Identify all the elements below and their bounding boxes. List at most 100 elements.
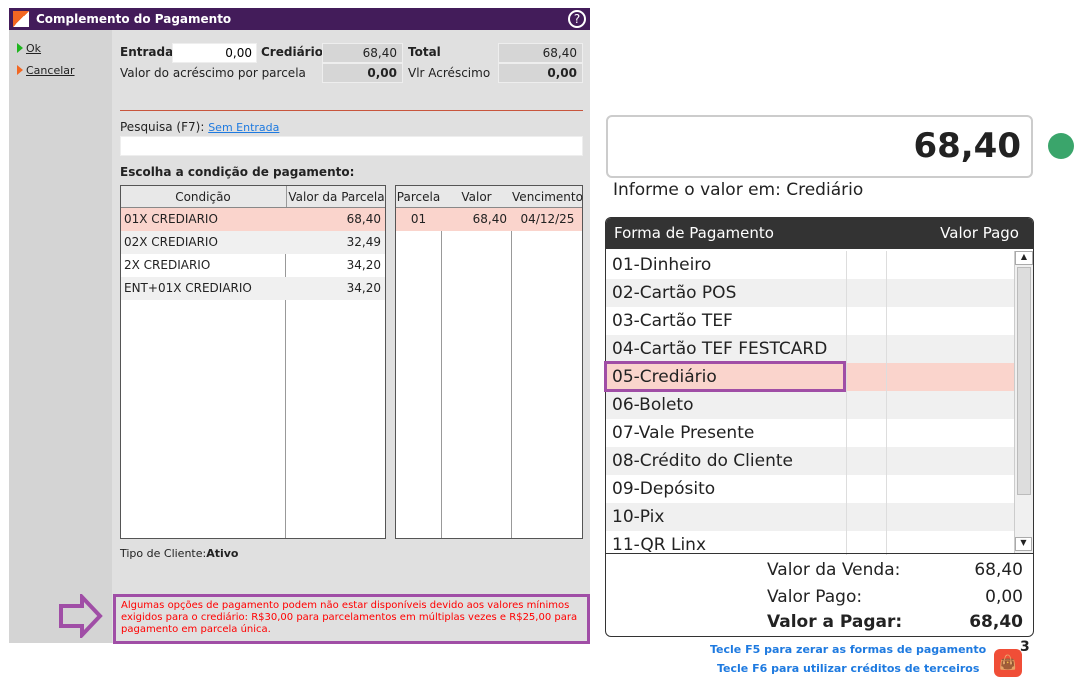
- header-parcela[interactable]: Parcela: [396, 190, 441, 204]
- client-type: Tipo de Cliente:Ativo: [120, 547, 239, 560]
- payment-method-row[interactable]: 08-Crédito do Cliente: [606, 447, 1014, 475]
- ok-label: Ok: [26, 42, 42, 55]
- cell-valor-parcela: 34,20: [346, 281, 381, 295]
- crediario-value: 68,40: [322, 43, 403, 63]
- payment-method-row[interactable]: 02-Cartão POS: [606, 279, 1014, 307]
- entrada-input[interactable]: [172, 43, 257, 63]
- payment-method-row[interactable]: 06-Boleto: [606, 391, 1014, 419]
- amount-input[interactable]: 68,40: [606, 115, 1033, 178]
- pagar-label: Valor a Pagar:: [767, 612, 903, 632]
- cell-valor: 68,40: [472, 212, 507, 226]
- header-condicao[interactable]: Condição: [175, 190, 231, 204]
- method-label: 01-Dinheiro: [612, 255, 712, 275]
- cell-condicao: 2X CREDIARIO: [124, 258, 211, 272]
- cell-valor-parcela: 34,20: [346, 258, 381, 272]
- warning-message: Algumas opções de pagamento podem não es…: [113, 594, 590, 644]
- payment-method-row[interactable]: 05-Crediário: [606, 363, 1014, 391]
- selected-method-highlight: [604, 361, 846, 392]
- play-icon: [17, 65, 23, 75]
- method-label: 03-Cartão TEF: [612, 311, 733, 331]
- scrollbar[interactable]: ▲ ▼: [1014, 251, 1033, 553]
- hint-f5: Tecle F5 para zerar as formas de pagamen…: [710, 643, 987, 656]
- header-valor[interactable]: Valor: [461, 190, 492, 204]
- client-type-value: Ativo: [206, 547, 239, 560]
- installments-header: Parcela Valor Vencimento: [396, 186, 583, 208]
- header-forma: Forma de Pagamento: [614, 224, 774, 242]
- method-label: 10-Pix: [612, 507, 665, 527]
- installments-table: Parcela Valor Vencimento 01 68,40 04/12/…: [395, 185, 583, 539]
- cell-parcela: 01: [410, 212, 427, 226]
- method-label: 05-Crediário: [612, 367, 717, 387]
- search-label-text: Pesquisa (F7):: [120, 120, 205, 134]
- conditions-table: Condição Valor da Parcela 01X CREDIARIO 6…: [120, 185, 386, 539]
- method-label: 08-Crédito do Cliente: [612, 451, 793, 471]
- dialog-title: Complemento do Pagamento: [9, 8, 590, 30]
- cancel-button[interactable]: Cancelar: [17, 64, 75, 77]
- payment-method-row[interactable]: 04-Cartão TEF FESTCARD: [606, 335, 1014, 363]
- pago-value: 0,00: [985, 587, 1023, 607]
- cell-valor-parcela: 32,49: [346, 235, 381, 249]
- app-logo-icon: [13, 11, 29, 27]
- grid-header: Forma de Pagamento Valor Pago: [606, 218, 1033, 249]
- acrescimo-parcela-value: 0,00: [322, 63, 403, 83]
- header-vencimento[interactable]: Vencimento: [512, 190, 583, 204]
- conditions-header: Condição Valor da Parcela: [121, 186, 385, 208]
- payment-method-row[interactable]: 07-Vale Presente: [606, 419, 1014, 447]
- scroll-thumb[interactable]: [1017, 267, 1031, 495]
- total-value: 68,40: [498, 43, 583, 63]
- scroll-down-icon[interactable]: ▼: [1015, 537, 1032, 551]
- cancel-label: Cancelar: [26, 64, 75, 77]
- method-label: 11-QR Linx: [612, 535, 707, 555]
- cell-condicao: ENT+01X CREDIARIO: [124, 281, 252, 295]
- condition-row[interactable]: ENT+01X CREDIARIO 34,20: [121, 277, 385, 300]
- ok-button[interactable]: Ok: [17, 42, 41, 55]
- payment-method-row[interactable]: 10-Pix: [606, 503, 1014, 531]
- entrada-label: Entrada: [120, 45, 174, 59]
- client-type-label: Tipo de Cliente:: [120, 547, 207, 560]
- choose-condition-label: Escolha a condição de pagamento:: [120, 165, 355, 179]
- cell-condicao: 02X CREDIARIO: [124, 235, 218, 249]
- status-dot-icon: [1048, 133, 1074, 159]
- condition-row[interactable]: 01X CREDIARIO 68,40: [121, 208, 385, 231]
- crediario-label: Crediário: [261, 45, 323, 59]
- vlr-acrescimo-value: 0,00: [498, 63, 583, 83]
- method-label: 09-Depósito: [612, 479, 716, 499]
- payment-prompt: Informe o valor em: Crediário: [613, 180, 864, 200]
- arrow-right-icon: [59, 594, 103, 638]
- payment-method-row[interactable]: 01-Dinheiro: [606, 251, 1014, 279]
- vlr-acrescimo-label: Vlr Acréscimo: [408, 66, 491, 80]
- search-input[interactable]: [120, 136, 583, 156]
- payment-complement-dialog: Complemento do Pagamento ? Ok Cancelar E…: [9, 8, 590, 644]
- payment-method-row[interactable]: 09-Depósito: [606, 475, 1014, 503]
- method-label: 04-Cartão TEF FESTCARD: [612, 339, 828, 359]
- condition-row[interactable]: 02X CREDIARIO 32,49: [121, 231, 385, 254]
- search-label: Pesquisa (F7): Sem Entrada: [120, 120, 279, 134]
- method-label: 02-Cartão POS: [612, 283, 737, 303]
- payment-method-row[interactable]: 11-QR Linx: [606, 531, 1014, 555]
- pagar-value: 68,40: [969, 612, 1023, 632]
- hint-f6: Tecle F6 para utilizar créditos de terce…: [717, 662, 980, 675]
- bag-count-badge: 3: [1020, 639, 1030, 655]
- header-valor-pago: Valor Pago: [940, 224, 1019, 242]
- payment-method-row[interactable]: 03-Cartão TEF: [606, 307, 1014, 335]
- play-icon: [17, 43, 23, 53]
- venda-value: 68,40: [974, 560, 1023, 580]
- condition-row[interactable]: 2X CREDIARIO 34,20: [121, 254, 385, 277]
- header-valor-parcela[interactable]: Valor da Parcela: [286, 186, 386, 207]
- installment-row[interactable]: 01 68,40 04/12/25: [396, 208, 582, 231]
- acrescimo-parcela-label: Valor do acréscimo por parcela: [120, 66, 306, 80]
- sem-entrada-link[interactable]: Sem Entrada: [208, 121, 280, 134]
- method-label: 06-Boleto: [612, 395, 694, 415]
- shopping-bag-icon[interactable]: 👜: [994, 649, 1022, 677]
- cell-condicao: 01X CREDIARIO: [124, 212, 218, 226]
- action-sidebar: Ok Cancelar: [9, 30, 112, 643]
- scroll-up-icon[interactable]: ▲: [1015, 251, 1033, 265]
- cell-valor-parcela: 68,40: [346, 212, 381, 226]
- pago-label: Valor Pago:: [767, 587, 863, 607]
- total-label: Total: [408, 45, 441, 59]
- cell-vencimento: 04/12/25: [520, 212, 575, 226]
- divider: [120, 110, 583, 111]
- payment-methods-grid: Forma de Pagamento Valor Pago 01-Dinheir…: [605, 217, 1034, 637]
- method-label: 07-Vale Presente: [612, 423, 755, 443]
- help-icon[interactable]: ?: [568, 10, 586, 28]
